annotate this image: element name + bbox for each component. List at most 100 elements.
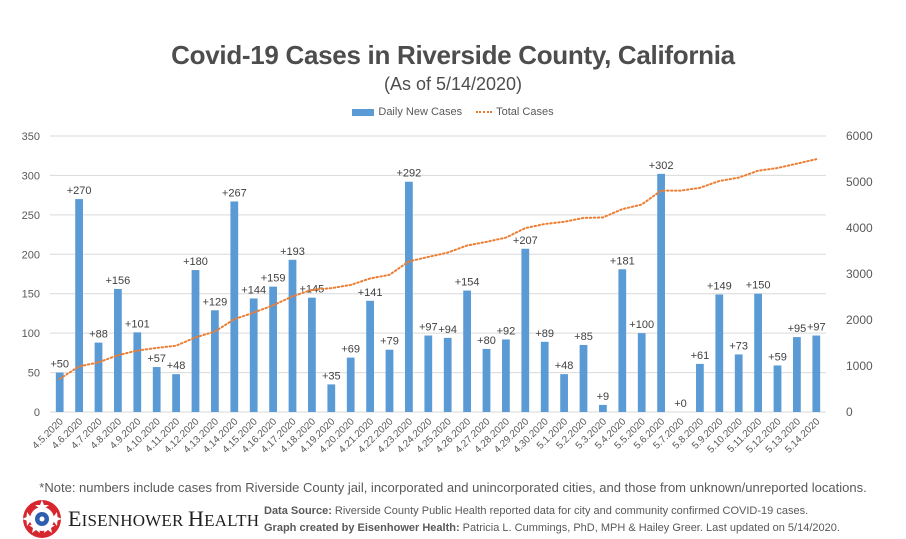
y-axis-left: 0 50 100 150 200 250 300 350 [22,131,40,419]
bar-data-label: +50 [50,359,69,371]
legend-item-daily-new-cases: Daily New Cases [352,106,462,118]
bar [211,310,219,412]
chart-subtitle: (As of 5/14/2020) [383,74,523,94]
bar-data-label: +207 [513,235,538,247]
data-source-line: Data Source: Riverside County Public Hea… [264,503,840,520]
bar [152,367,161,412]
logo-wordmark: EISENHOWER HEALTH [68,506,259,532]
legend-item-total-cases: Total Cases [476,106,554,118]
y-right-tick-label: 1000 [846,359,873,373]
bar-data-label: +95 [788,323,807,335]
bar-data-label: +69 [341,344,360,356]
bar [521,248,530,412]
bar [696,363,704,412]
line-series [58,158,818,380]
bar [114,288,122,412]
bar-data-label: +270 [67,185,92,197]
bar-data-label: +94 [438,324,457,336]
legend-swatch-line [476,111,493,113]
y-right-tick-label: 2000 [846,313,873,327]
logo-letter: H [188,506,205,531]
bar [308,297,316,412]
bar-data-label: +154 [455,277,480,289]
bar-data-label: +181 [610,255,635,267]
y-right-tick-label: 6000 [846,129,873,143]
bar-data-label: +193 [280,246,305,258]
bar-data-label: +150 [746,280,771,292]
bar [482,348,491,412]
y-right-tick-label: 4000 [846,221,873,235]
eisenhower-star-emblem-icon [22,500,62,538]
data-source-credits: Data Source: Riverside County Public Hea… [264,503,840,537]
y-left-tick-label: 250 [22,210,40,222]
bar [463,290,471,412]
bar [94,342,103,412]
logo-word: EALTH [204,511,260,530]
bar [579,344,588,412]
credit-label: Graph created by Eisenhower Health: [264,522,460,534]
bar-data-label: +59 [768,351,787,363]
y-right-tick-label: 0 [846,405,853,419]
bar-data-label: +141 [358,287,383,299]
bar [366,300,374,412]
bar [637,333,646,412]
bar-data-label: +144 [241,284,266,296]
bar [269,286,277,412]
gridlines [50,135,826,413]
bar-data-label: +156 [106,275,131,287]
footnote: *Note: numbers include cases from Rivers… [39,480,867,495]
bar [657,173,665,412]
bar-data-label: +79 [380,336,399,348]
bar-data-label: +92 [497,325,516,337]
y-right-tick-label: 5000 [846,175,873,189]
legend-label: Total Cases [496,106,554,118]
total-cases-line [58,158,818,380]
chart-legend: Daily New Cases Total Cases [0,106,906,118]
bar-series [55,173,821,412]
bar [327,384,336,412]
bar-data-label: +73 [729,340,748,352]
bar-data-label: +302 [649,160,674,172]
bar [172,374,180,412]
legend-swatch-bar [352,108,375,116]
y-left-tick-label: 100 [22,328,40,340]
bar-data-label: +80 [477,335,496,347]
bar-data-label: +97 [419,322,438,334]
data-source-label: Data Source: [264,505,332,517]
chart-plot: 0 50 100 150 200 250 300 350 0 1000 2000 3000 4000 5… [22,129,873,456]
bar [385,349,394,412]
y-axis-right: 0 1000 2000 3000 4000 5000 6000 [846,129,873,419]
bar [754,293,762,412]
bar [540,341,549,412]
bar-data-label: +292 [397,168,422,180]
bar [288,259,297,412]
data-source-text: Riverside County Public Health reported … [331,505,809,517]
bar [346,357,355,412]
y-left-tick-label: 200 [22,249,40,261]
bar [599,404,607,412]
bar-data-label: +100 [629,319,654,331]
bar-data-label: +129 [203,296,228,308]
bar-data-labels: +50+270+88+156+101+57+48+180+129+267+144… [50,160,825,410]
bar [191,270,200,412]
bar-data-label: +89 [535,328,554,340]
bar [55,372,64,412]
bar [424,335,433,412]
bar [443,337,452,412]
y-left-tick-label: 50 [28,368,40,380]
bar [249,298,258,412]
bar [773,365,782,412]
logo-letter: E [68,506,82,531]
credit-line: Graph created by Eisenhower Health: Patr… [264,520,840,537]
y-left-tick-label: 0 [34,407,40,419]
bar-data-label: +88 [89,329,108,341]
bar-data-label: +159 [261,273,286,285]
credit-text: Patricia L. Cummings, PhD, MPH & Hailey … [459,522,840,534]
bar [734,354,743,412]
bar-data-label: +0 [674,398,687,410]
bar [715,294,724,412]
y-left-tick-label: 350 [22,131,40,143]
bar-data-label: +48 [167,360,186,372]
bar [793,337,801,412]
bar-data-label: +57 [147,353,166,365]
